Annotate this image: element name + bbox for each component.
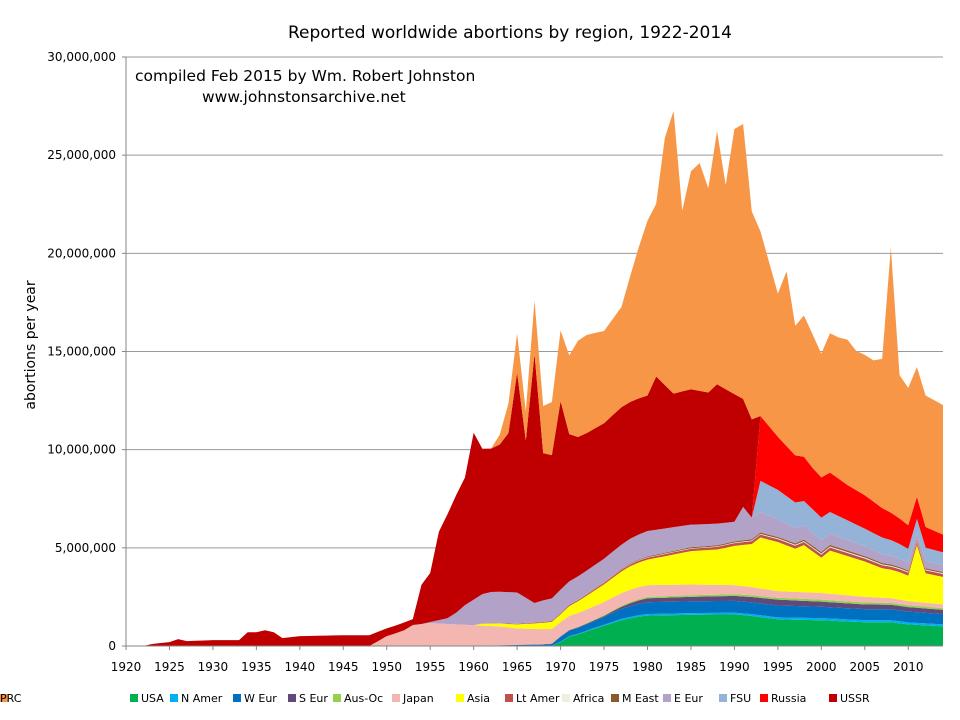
x-tick-label: 1940 bbox=[285, 660, 316, 674]
legend: USA N Amer W Eur S Eur Aus-Oc Japan Asia Lt Ame… bbox=[0, 692, 870, 705]
area-e-eur bbox=[126, 506, 943, 646]
legend-label: Lt Amer bbox=[516, 692, 560, 705]
x-tick-label: 1945 bbox=[328, 660, 359, 674]
legend-label: W Eur bbox=[244, 692, 277, 705]
area-asia bbox=[126, 537, 943, 646]
legend-label: PRC bbox=[0, 692, 22, 705]
legend-swatch bbox=[333, 694, 341, 702]
legend-swatch bbox=[456, 694, 464, 702]
legend-swatch bbox=[288, 694, 296, 702]
x-tick-label: 1920 bbox=[111, 660, 142, 674]
x-tick-label: 2005 bbox=[850, 660, 881, 674]
legend-label: USA bbox=[141, 692, 164, 705]
legend-label: S Eur bbox=[299, 692, 328, 705]
x-tick-label: 1975 bbox=[589, 660, 620, 674]
legend-label: Africa bbox=[573, 692, 604, 705]
area-prc bbox=[126, 110, 943, 646]
legend-label: Aus-Oc bbox=[344, 692, 383, 705]
legend-label: M East bbox=[622, 692, 659, 705]
annotation-compiled: compiled Feb 2015 by Wm. Robert Johnston bbox=[135, 67, 475, 85]
x-tick-label: 1990 bbox=[719, 660, 750, 674]
y-tick-label: 25,000,000 bbox=[47, 148, 116, 162]
x-tick-label: 1950 bbox=[371, 660, 402, 674]
y-tick-label: 0 bbox=[108, 639, 116, 653]
legend-label: E Eur bbox=[674, 692, 703, 705]
x-tick-label: 1925 bbox=[154, 660, 185, 674]
x-tick-label: 1960 bbox=[458, 660, 489, 674]
chart-title: Reported worldwide abortions by region, … bbox=[288, 23, 732, 43]
legend-label: FSU bbox=[730, 692, 751, 705]
legend-swatch bbox=[170, 694, 178, 702]
x-tick-label: 2010 bbox=[893, 660, 924, 674]
legend-swatch bbox=[719, 694, 727, 702]
area-ussr bbox=[126, 353, 943, 646]
x-tick-label: 1935 bbox=[241, 660, 272, 674]
x-tick-label: 1955 bbox=[415, 660, 446, 674]
legend-swatch bbox=[562, 694, 570, 702]
legend-label: Asia bbox=[467, 692, 490, 705]
legend-label: Japan bbox=[402, 692, 434, 705]
y-tick-label: 20,000,000 bbox=[47, 246, 116, 260]
x-tick-label: 1965 bbox=[502, 660, 533, 674]
annotation-website: www.johnstonsarchive.net bbox=[202, 88, 406, 106]
legend-swatch bbox=[392, 694, 400, 702]
legend-swatch bbox=[0, 694, 8, 702]
x-tick-label: 1985 bbox=[676, 660, 707, 674]
x-tick-label: 1995 bbox=[763, 660, 794, 674]
legend-swatch bbox=[611, 694, 619, 702]
y-tick-label: 30,000,000 bbox=[47, 50, 116, 64]
legend-swatch bbox=[130, 694, 138, 702]
legend-swatch bbox=[829, 694, 837, 702]
stacked-areas bbox=[126, 110, 943, 646]
legend-label: N Amer bbox=[181, 692, 223, 705]
legend-label: Russia bbox=[771, 692, 806, 705]
legend-swatch bbox=[663, 694, 671, 702]
legend-label: USSR bbox=[840, 692, 870, 705]
x-tick-label: 1970 bbox=[545, 660, 576, 674]
y-axis-label: abortions per year bbox=[23, 280, 39, 410]
legend-swatch bbox=[505, 694, 513, 702]
area-w-eur bbox=[126, 600, 943, 646]
y-tick-label: 5,000,000 bbox=[55, 541, 116, 555]
x-tick-label: 1930 bbox=[198, 660, 229, 674]
legend-swatch bbox=[760, 694, 768, 702]
x-tick-label: 1980 bbox=[632, 660, 663, 674]
x-tick-label: 2000 bbox=[806, 660, 837, 674]
y-tick-label: 10,000,000 bbox=[47, 443, 116, 457]
axes: 0 5,000,000 10,000,000 15,000,000 20,000,000… bbox=[47, 50, 943, 674]
area-japan bbox=[126, 584, 943, 646]
y-tick-label: 15,000,000 bbox=[47, 345, 116, 359]
legend-swatch bbox=[233, 694, 241, 702]
area-usa bbox=[126, 614, 943, 646]
